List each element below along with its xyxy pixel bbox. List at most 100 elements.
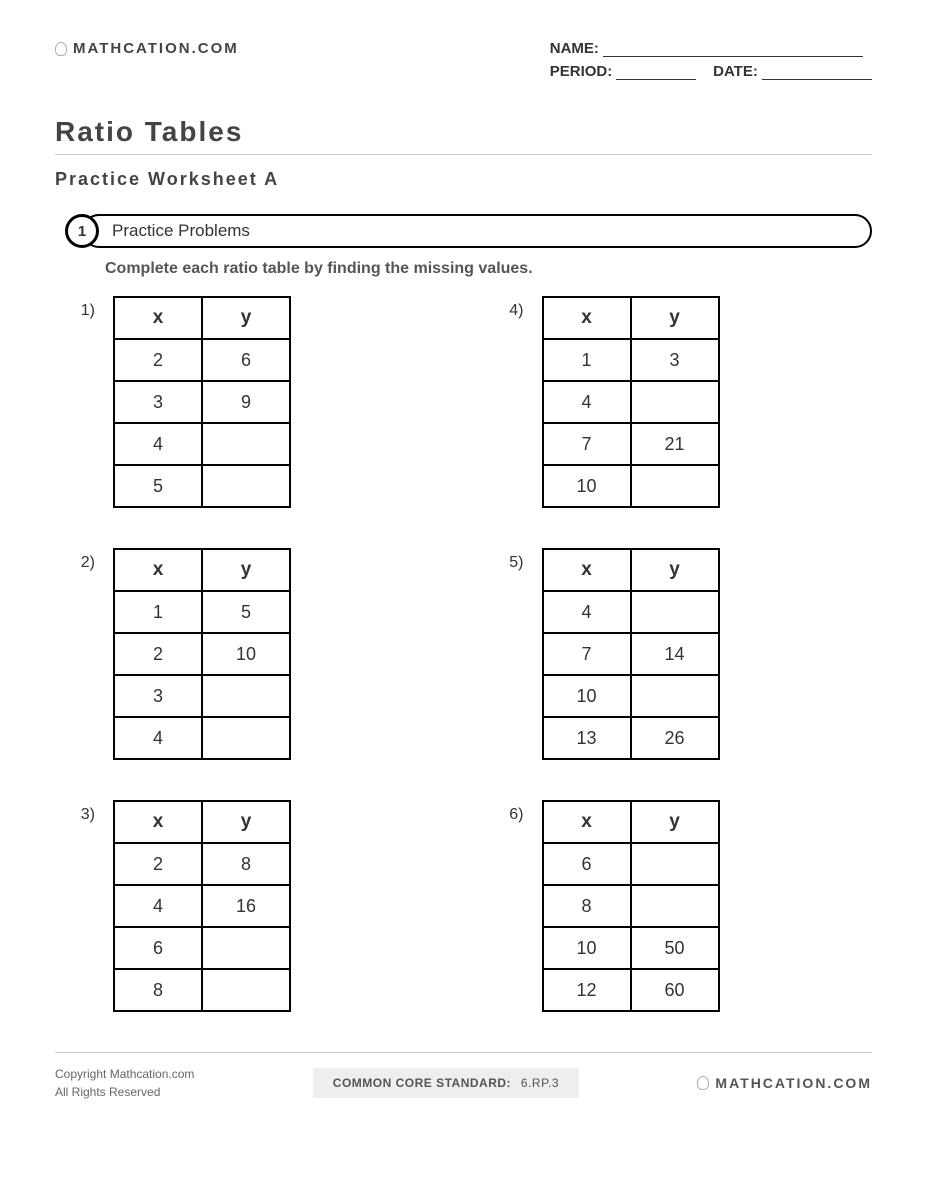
cell bbox=[631, 885, 719, 927]
standard-label: COMMON CORE STANDARD: bbox=[333, 1076, 511, 1090]
cell: 5 bbox=[114, 465, 202, 507]
table-row: 6 bbox=[543, 843, 719, 885]
col-header-y: y bbox=[631, 297, 719, 339]
cell: 7 bbox=[543, 423, 631, 465]
table-row: 39 bbox=[114, 381, 290, 423]
cell: 14 bbox=[631, 633, 719, 675]
cell: 4 bbox=[114, 885, 202, 927]
logo-text: MATHCATION.COM bbox=[73, 40, 239, 57]
period-label: PERIOD: bbox=[550, 63, 613, 80]
copyright-line1: Copyright Mathcation.com bbox=[55, 1065, 194, 1083]
problem-number: 2) bbox=[65, 548, 95, 760]
cell bbox=[202, 675, 290, 717]
table-row: 15 bbox=[114, 591, 290, 633]
ratio-table: xy13472110 bbox=[542, 296, 720, 508]
table-row: 1326 bbox=[543, 717, 719, 759]
col-header-y: y bbox=[202, 801, 290, 843]
cell: 10 bbox=[543, 927, 631, 969]
footer-logo-text: MATHCATION.COM bbox=[715, 1075, 872, 1091]
table-row: 210 bbox=[114, 633, 290, 675]
col-header-y: y bbox=[202, 549, 290, 591]
cell: 8 bbox=[543, 885, 631, 927]
problem-number: 3) bbox=[65, 800, 95, 1012]
cell: 10 bbox=[543, 465, 631, 507]
cell: 6 bbox=[114, 927, 202, 969]
table-row: 4 bbox=[114, 423, 290, 465]
table-row: 416 bbox=[114, 885, 290, 927]
period-blank[interactable] bbox=[616, 64, 696, 81]
cell: 50 bbox=[631, 927, 719, 969]
copyright-line2: All Rights Reserved bbox=[55, 1083, 194, 1101]
table-row: 3 bbox=[114, 675, 290, 717]
cell: 4 bbox=[114, 717, 202, 759]
cell: 8 bbox=[202, 843, 290, 885]
cell bbox=[202, 969, 290, 1011]
table-row: 721 bbox=[543, 423, 719, 465]
cell: 9 bbox=[202, 381, 290, 423]
cell bbox=[631, 675, 719, 717]
col-header-x: x bbox=[543, 549, 631, 591]
section-header: 1 Practice Problems bbox=[65, 214, 872, 248]
cell bbox=[202, 717, 290, 759]
col-header-y: y bbox=[202, 297, 290, 339]
cell: 1 bbox=[114, 591, 202, 633]
ratio-table: xy4714101326 bbox=[542, 548, 720, 760]
name-blank[interactable] bbox=[603, 41, 863, 58]
problems-grid: 1)xy2639454)xy134721102)xy15210345)xy471… bbox=[55, 296, 872, 1012]
problem: 1)xy263945 bbox=[65, 296, 434, 508]
bulb-icon bbox=[697, 1076, 709, 1090]
logo: MATHCATION.COM bbox=[55, 40, 239, 57]
table-row: 26 bbox=[114, 339, 290, 381]
cell bbox=[631, 381, 719, 423]
cell: 8 bbox=[114, 969, 202, 1011]
col-header-x: x bbox=[114, 549, 202, 591]
problem-number: 1) bbox=[65, 296, 95, 508]
col-header-x: x bbox=[543, 801, 631, 843]
divider bbox=[55, 154, 872, 155]
cell: 7 bbox=[543, 633, 631, 675]
date-label: DATE: bbox=[713, 63, 758, 80]
footer: Copyright Mathcation.com All Rights Rese… bbox=[55, 1052, 872, 1101]
cell: 3 bbox=[114, 381, 202, 423]
table-row: 8 bbox=[114, 969, 290, 1011]
cell: 60 bbox=[631, 969, 719, 1011]
table-row: 1050 bbox=[543, 927, 719, 969]
cell: 21 bbox=[631, 423, 719, 465]
col-header-x: x bbox=[543, 297, 631, 339]
cell: 4 bbox=[114, 423, 202, 465]
cell: 12 bbox=[543, 969, 631, 1011]
table-row: 10 bbox=[543, 465, 719, 507]
ratio-table: xy2841668 bbox=[113, 800, 291, 1012]
cell: 13 bbox=[543, 717, 631, 759]
problem-number: 5) bbox=[494, 548, 524, 760]
name-label: NAME: bbox=[550, 40, 599, 57]
section-number: 1 bbox=[65, 214, 99, 248]
instructions: Complete each ratio table by finding the… bbox=[105, 260, 872, 278]
cell bbox=[631, 465, 719, 507]
header: MATHCATION.COM NAME: PERIOD: DATE: bbox=[55, 40, 872, 86]
student-fields: NAME: PERIOD: DATE: bbox=[550, 40, 872, 86]
bulb-icon bbox=[55, 42, 67, 56]
cell: 10 bbox=[202, 633, 290, 675]
cell: 2 bbox=[114, 633, 202, 675]
table-row: 6 bbox=[114, 927, 290, 969]
cell: 6 bbox=[543, 843, 631, 885]
cell: 3 bbox=[631, 339, 719, 381]
table-row: 8 bbox=[543, 885, 719, 927]
section-label: Practice Problems bbox=[82, 214, 872, 248]
problem: 4)xy13472110 bbox=[494, 296, 863, 508]
copyright: Copyright Mathcation.com All Rights Rese… bbox=[55, 1065, 194, 1101]
problem: 5)xy4714101326 bbox=[494, 548, 863, 760]
table-row: 13 bbox=[543, 339, 719, 381]
cell bbox=[631, 591, 719, 633]
table-row: 28 bbox=[114, 843, 290, 885]
cell: 3 bbox=[114, 675, 202, 717]
date-blank[interactable] bbox=[762, 64, 872, 81]
table-row: 4 bbox=[543, 381, 719, 423]
table-row: 4 bbox=[543, 591, 719, 633]
cell bbox=[202, 465, 290, 507]
ratio-table: xy263945 bbox=[113, 296, 291, 508]
cell: 2 bbox=[114, 339, 202, 381]
cell: 26 bbox=[631, 717, 719, 759]
page-title: Ratio Tables bbox=[55, 116, 872, 148]
